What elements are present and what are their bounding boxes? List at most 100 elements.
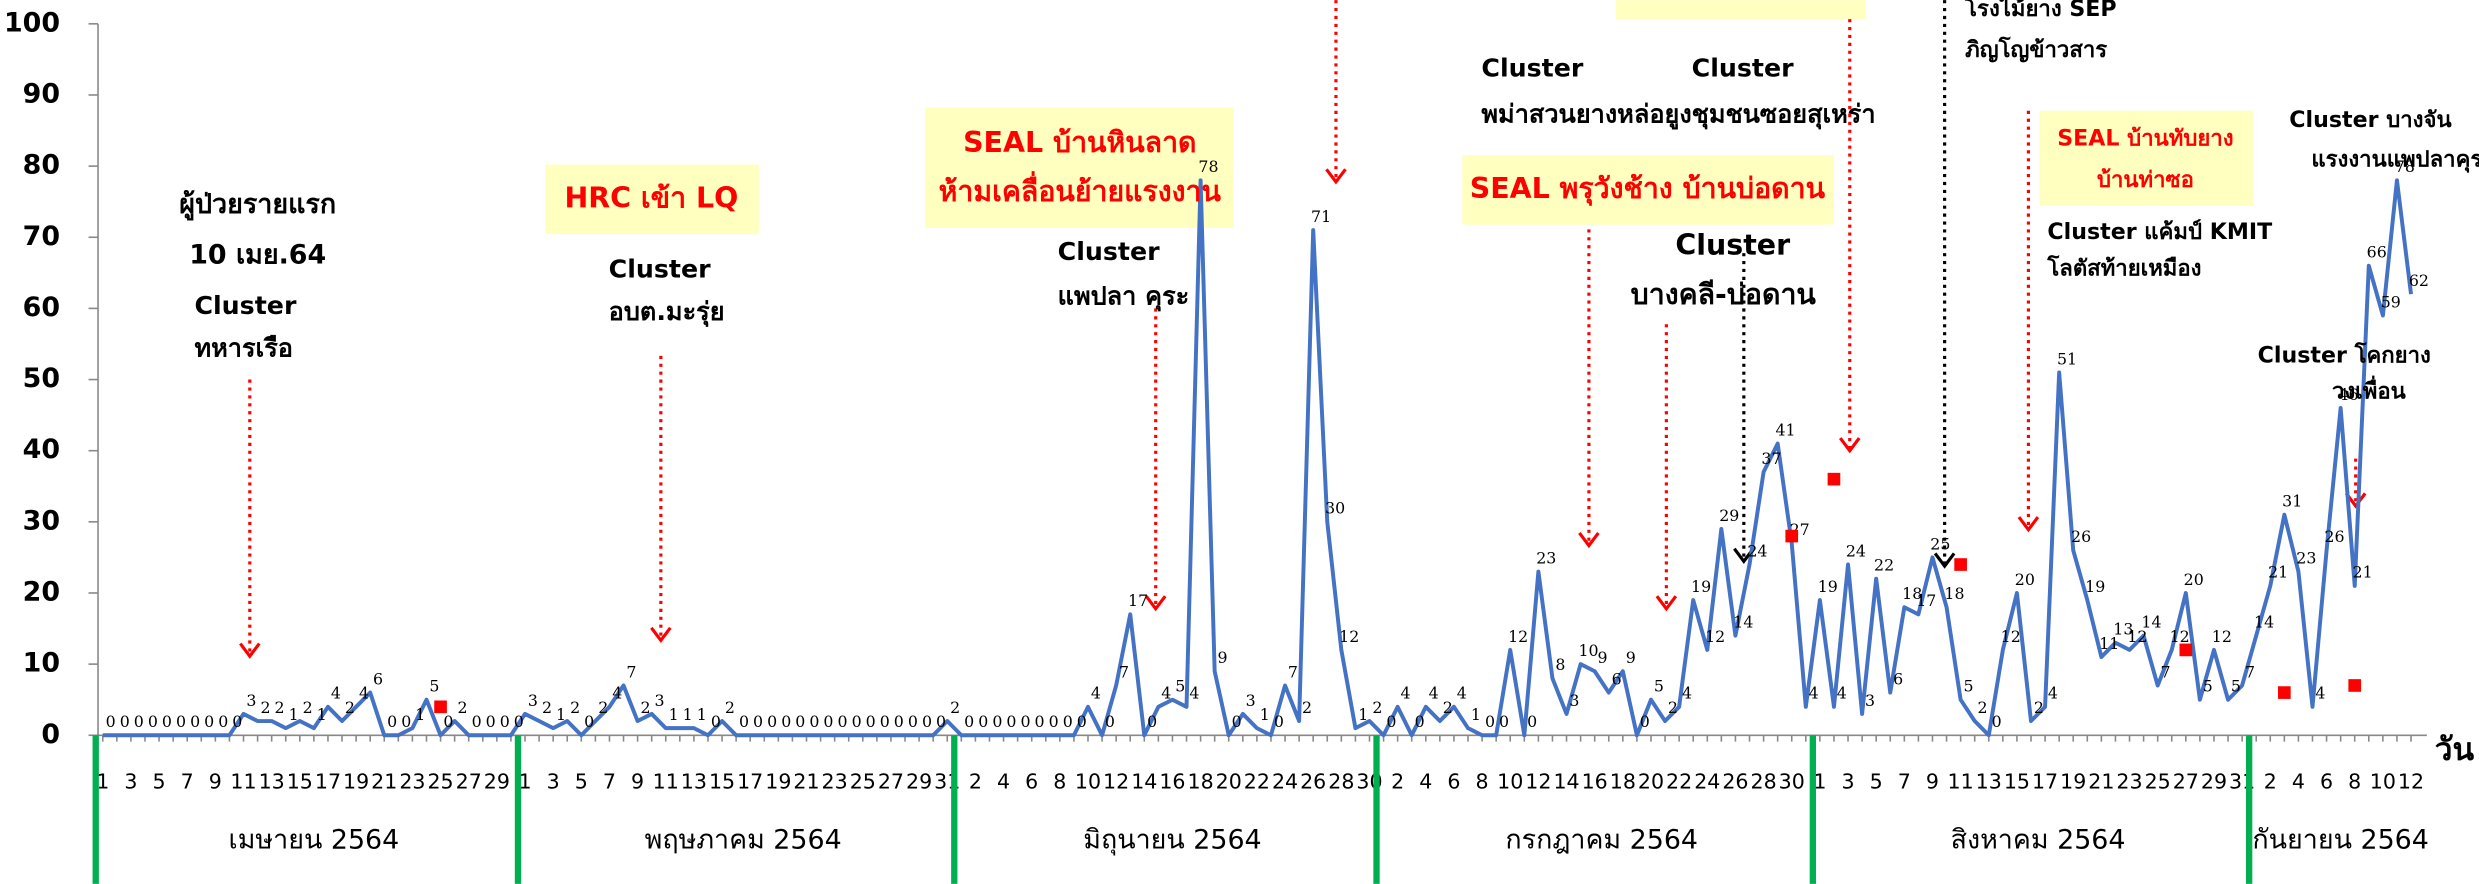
data-label: 37: [1761, 449, 1781, 468]
data-label: 9: [1598, 648, 1608, 667]
data-label: 0: [992, 712, 1002, 731]
annotation-text: อบต.มะรุ่ย: [609, 297, 725, 328]
data-label: 0: [1049, 712, 1059, 731]
x-tick-label: 23: [2116, 770, 2142, 794]
x-tick-label: 5: [1870, 770, 1883, 794]
data-label: 4: [1837, 684, 1847, 703]
data-label: 0: [823, 712, 833, 731]
data-label: 2: [950, 698, 960, 717]
x-tick-label: 9: [1926, 770, 1939, 794]
data-label: 2: [303, 698, 313, 717]
data-label: 19: [2085, 577, 2105, 596]
data-label: 11: [2099, 634, 2119, 653]
annotation-text: SEAL บ้านหินลาด: [963, 126, 1196, 159]
data-label: 0: [1527, 712, 1537, 731]
x-tick-label: 23: [822, 770, 848, 794]
data-label: 0: [204, 712, 214, 731]
data-label: 13: [2113, 620, 2133, 639]
data-label: 23: [1536, 548, 1556, 567]
x-tick-label: 21: [371, 770, 397, 794]
data-label: 5: [2231, 677, 2241, 696]
data-label: 0: [472, 712, 482, 731]
annotation-text: Cluster แค้มป์ KMIT: [2047, 219, 2272, 245]
data-label: 26: [2324, 527, 2344, 546]
red-marker: [1785, 529, 1799, 543]
annotation-text: พม่าสวนยางหล่อยูง: [1481, 100, 1691, 131]
x-tick-label: 9: [209, 770, 222, 794]
data-label: 71: [1311, 207, 1331, 226]
x-tick-label: 3: [1841, 770, 1854, 794]
x-tick-label: 7: [603, 770, 616, 794]
x-tick-label: 3: [547, 770, 560, 794]
data-label: 2: [1302, 698, 1312, 717]
data-label: 0: [190, 712, 200, 731]
data-label: 0: [866, 712, 876, 731]
data-label: 17: [1128, 591, 1148, 610]
x-axis-label: วัน: [2435, 732, 2475, 768]
data-label: 2: [1978, 698, 1988, 717]
x-tick-label: 29: [906, 770, 932, 794]
data-label: 2: [1668, 698, 1678, 717]
data-label: 3: [246, 691, 256, 710]
annotation-box: [1462, 155, 1834, 225]
data-label: 0: [753, 712, 763, 731]
data-label: 3: [1246, 691, 1256, 710]
data-label: 0: [120, 712, 130, 731]
data-label: 0: [1415, 712, 1425, 731]
arrow-head: [1839, 437, 1861, 454]
annotation-text: Cluster บางจัน: [2289, 107, 2451, 133]
annotation-text: 10 เมย.64: [189, 240, 326, 271]
data-label: 0: [443, 712, 453, 731]
red-marker: [1954, 558, 1967, 571]
y-tick-label: 0: [41, 719, 60, 750]
data-label: 4: [1429, 684, 1439, 703]
data-label: 14: [1733, 613, 1753, 632]
arrow-head: [650, 626, 672, 644]
x-tick-label: 28: [1751, 770, 1777, 794]
data-label: 0: [767, 712, 777, 731]
data-label: 1: [1260, 705, 1270, 724]
x-tick-label: 27: [878, 770, 904, 794]
y-tick-label: 80: [23, 150, 60, 181]
annotation-box: [924, 107, 1234, 228]
data-label: 5: [2203, 677, 2213, 696]
month-label: กรกฎาคม 2564: [1505, 825, 1698, 856]
data-label: 20: [2015, 570, 2035, 589]
annotation-text: ชุมชนซอยสุเหร่า: [1692, 100, 1876, 131]
data-label: 12: [2127, 627, 2147, 646]
x-tick-label: 5: [153, 770, 166, 794]
data-label: 1: [697, 705, 707, 724]
annotation-text: ห้ามเคลื่อนย้ายแรงงาน: [939, 171, 1222, 208]
x-tick-label: 7: [1898, 770, 1911, 794]
x-tick-label: 18: [1188, 770, 1214, 794]
data-label: 78: [2395, 157, 2415, 176]
data-label: 0: [1020, 712, 1030, 731]
x-tick-label: 6: [1447, 770, 1460, 794]
data-label: 0: [1386, 712, 1396, 731]
annotation-box: [2039, 110, 2253, 206]
data-label: 4: [612, 684, 622, 703]
data-label: 19: [1691, 577, 1711, 596]
x-tick-label: 22: [1666, 770, 1692, 794]
annotation-text: Cluster: [609, 254, 711, 283]
data-label: 12: [2170, 627, 2190, 646]
data-label: 1: [683, 705, 693, 724]
x-tick-label: 13: [259, 770, 285, 794]
x-tick-label: 25: [2145, 770, 2171, 794]
data-label: 0: [218, 712, 228, 731]
annotation-text: HRC เข้า LQ: [564, 181, 738, 214]
data-label: 51: [2057, 349, 2077, 368]
data-label: 2: [1372, 698, 1382, 717]
data-label: 4: [2048, 684, 2058, 703]
data-label: 0: [1077, 712, 1087, 731]
data-label: 0: [1499, 712, 1509, 731]
x-tick-label: 15: [2004, 770, 2030, 794]
red-marker: [2278, 686, 2291, 699]
data-label: 1: [415, 705, 425, 724]
y-tick-label: 50: [23, 363, 60, 394]
data-label: 12: [1508, 627, 1528, 646]
data-label: 24: [1747, 541, 1767, 560]
data-label: 0: [936, 712, 946, 731]
x-tick-label: 16: [1582, 770, 1608, 794]
data-label: 24: [1846, 541, 1866, 560]
